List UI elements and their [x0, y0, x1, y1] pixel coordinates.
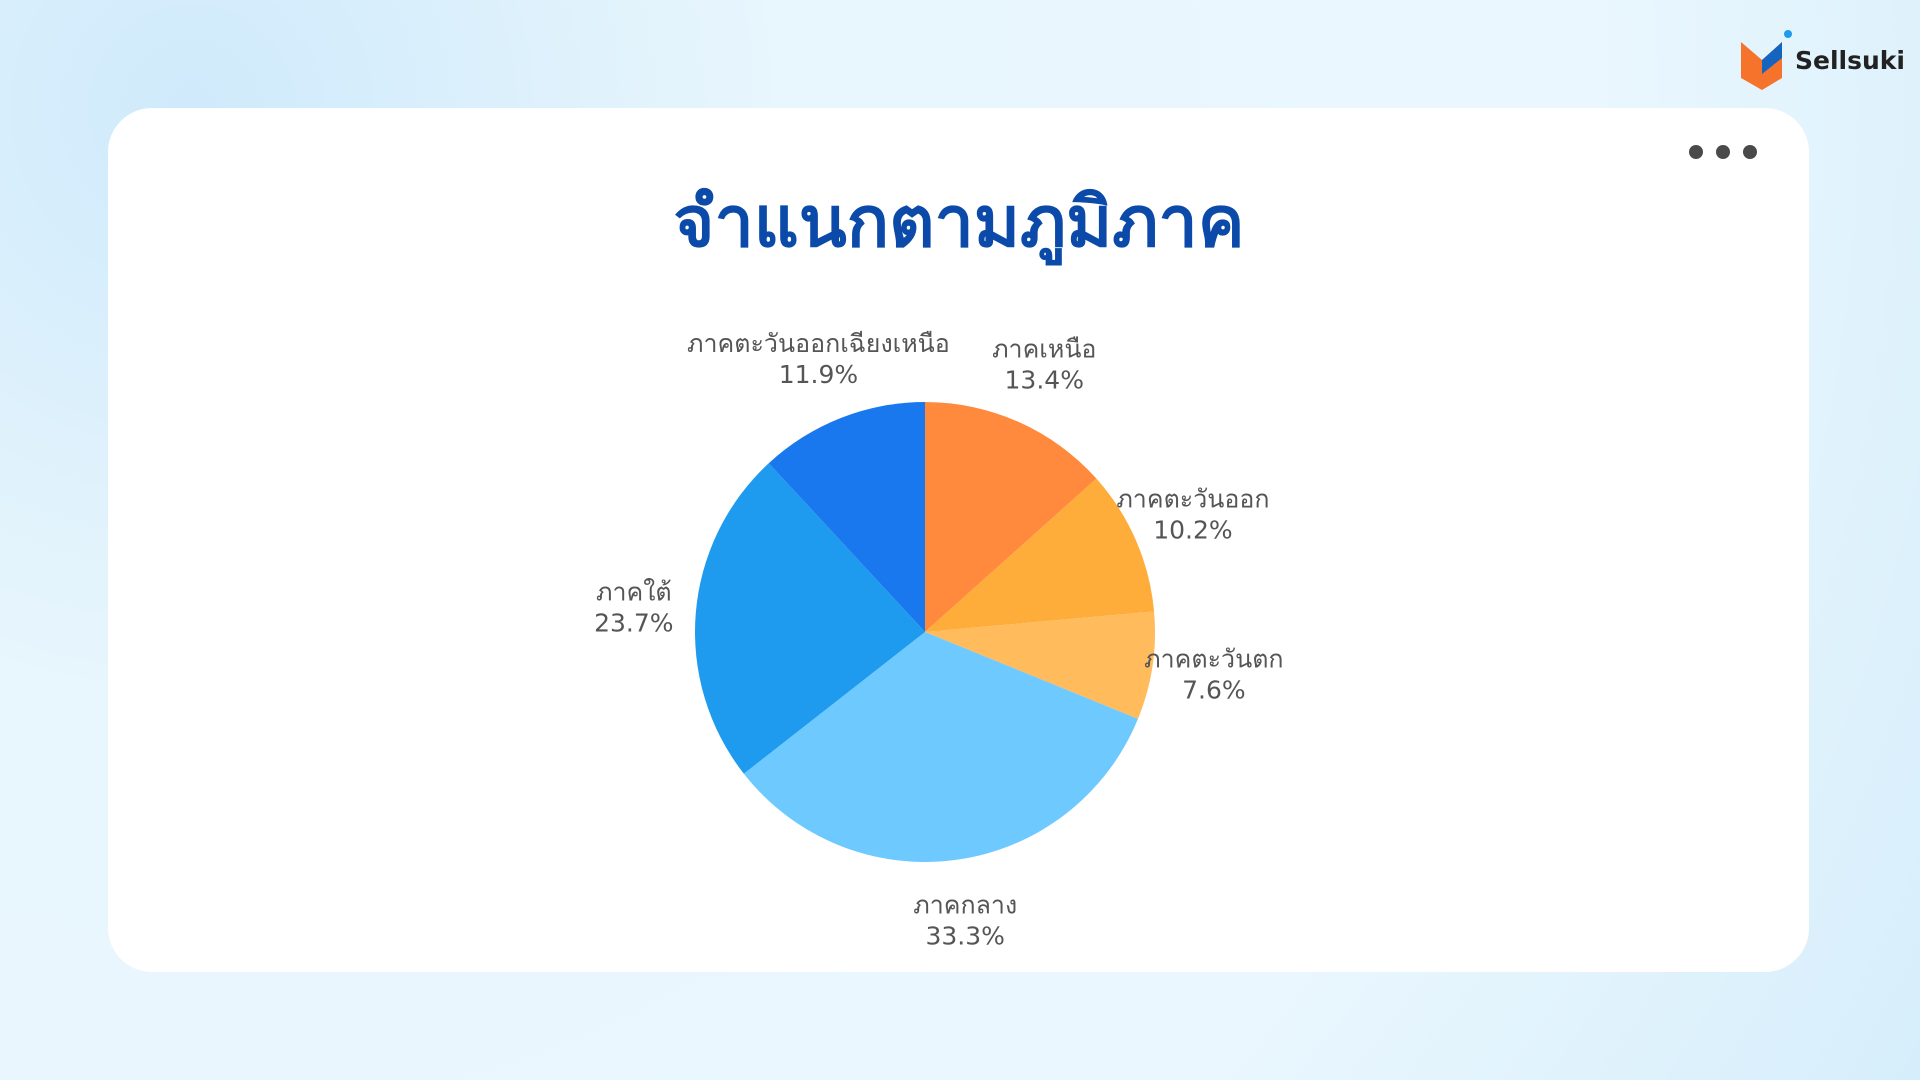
slice-value-label: 11.9%	[779, 360, 858, 389]
logo-icon-accent	[1762, 42, 1782, 74]
pie-slice	[925, 611, 1155, 719]
logo: Sellsuki	[1741, 30, 1905, 90]
logo-dot	[1784, 30, 1792, 38]
logo-text: Sellsuki	[1795, 46, 1905, 75]
pie-slice	[925, 402, 1097, 632]
slice-value-label: 7.6%	[1182, 675, 1246, 704]
pie-slice	[925, 478, 1155, 632]
menu-dot[interactable]	[1716, 145, 1730, 159]
chart-title: จำแนกตามภูมิภาค	[673, 181, 1244, 266]
slice-value-label: 13.4%	[1005, 365, 1084, 394]
slice-label: ภาคตะวันออกเฉียงเหนือ	[687, 329, 950, 358]
menu-dot[interactable]	[1743, 145, 1757, 159]
slice-label: ภาคเหนือ	[992, 334, 1096, 363]
pie-slice	[768, 402, 925, 632]
slice-value-label: 23.7%	[594, 609, 673, 638]
slice-label: ภาคตะวันตก	[1144, 644, 1283, 673]
pie-slice	[743, 632, 1138, 862]
menu-dot[interactable]	[1689, 145, 1703, 159]
slice-value-label: 10.2%	[1153, 516, 1232, 545]
pie-slice	[695, 463, 925, 774]
slice-label: ภาคใต้	[596, 578, 672, 607]
slice-label: ภาคกลาง	[913, 890, 1017, 919]
slice-label: ภาคตะวันออก	[1116, 485, 1269, 514]
slice-value-label: 33.3%	[925, 921, 1004, 950]
